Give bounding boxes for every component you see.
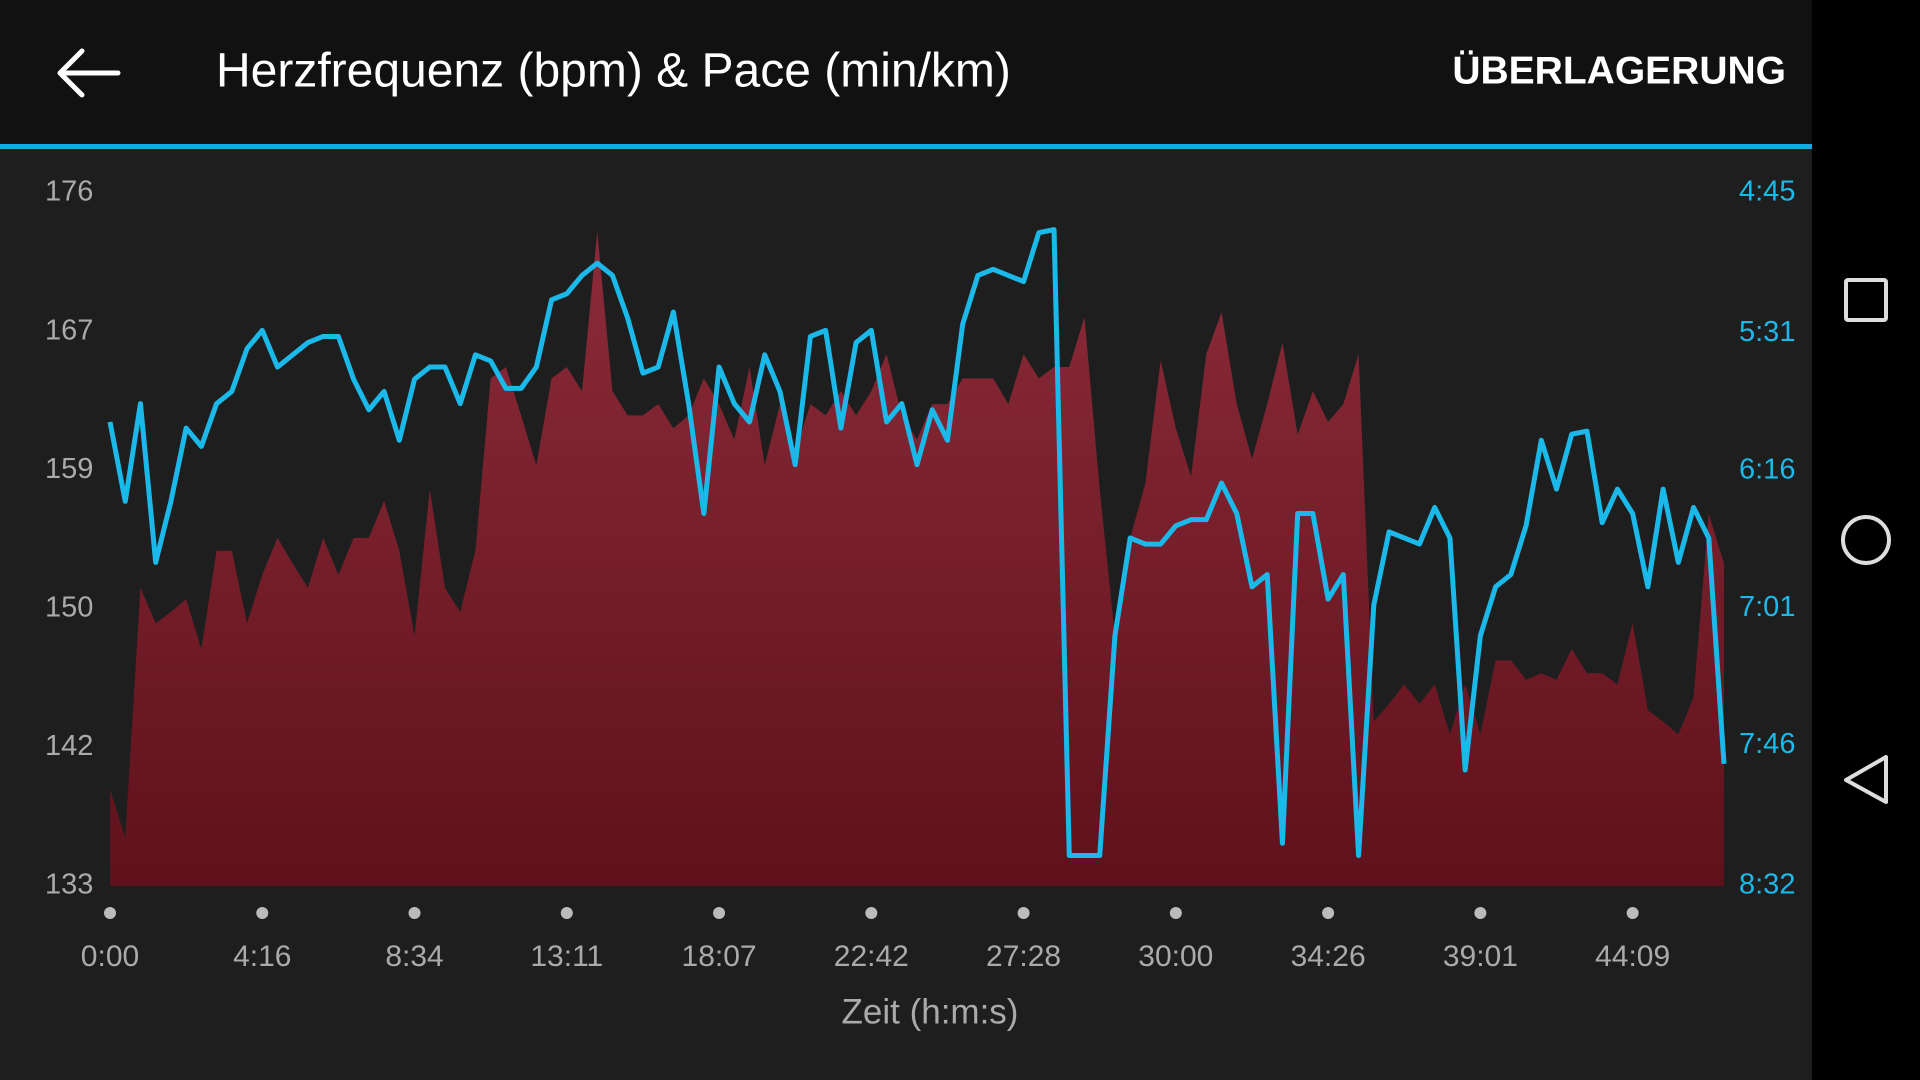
y-tick-label: 150 [45,591,93,623]
x-tick-label: 4:16 [233,940,291,973]
y2-tick-label: 8:32 [1739,869,1795,901]
x-tick-label: 30:00 [1138,940,1213,973]
pace-line [107,227,1727,858]
back-nav-button[interactable] [1844,755,1888,804]
y2-tick-label: 7:46 [1739,728,1795,760]
x-tick-dot [256,907,269,919]
y-tick-label: 176 [45,176,93,208]
x-tick-dot [713,907,726,919]
app-bar-accent [0,144,1812,149]
x-tick-label: 39:01 [1443,940,1518,973]
x-tick-label: 13:11 [530,940,603,973]
x-tick-dot [560,907,573,919]
overlay-button[interactable]: ÜBERLAGERUNG [1452,49,1786,92]
x-tick-dot [865,907,878,919]
x-tick-label: 34:26 [1291,940,1366,973]
heart-rate-area [110,231,1724,886]
x-tick-label: 44:09 [1595,940,1670,973]
home-button[interactable] [1841,515,1891,565]
x-tick-dot [1017,907,1030,919]
y2-tick-label: 5:31 [1739,316,1795,348]
back-button[interactable] [57,48,121,98]
app-bar [0,0,1812,144]
y2-tick-label: 4:45 [1739,176,1795,208]
x-tick-label: 8:34 [385,940,443,973]
x-tick-label: 18:07 [682,940,757,973]
x-tick-dot [1626,907,1639,919]
nav-bar [1812,0,1920,1080]
y2-tick-label: 7:01 [1739,591,1795,623]
x-tick-dot [104,907,116,919]
screen-title: Herzfrequenz (bpm) & Pace (min/km) [216,45,1011,98]
y2-tick-label: 6:16 [1739,453,1795,485]
x-tick-dot [408,907,421,919]
y-tick-label: 159 [45,453,93,485]
y-tick-label: 142 [45,730,93,762]
recents-button[interactable] [1844,278,1888,322]
x-tick-dot [1322,907,1335,919]
x-tick-label: 22:42 [834,940,909,973]
x-tick-label: 0:00 [81,940,139,973]
y-tick-label: 167 [45,314,93,346]
x-tick-dot [1474,907,1487,919]
y-tick-label: 133 [45,869,93,901]
x-tick-label: 27:28 [986,940,1061,973]
x-tick-dot [1169,907,1182,919]
x-axis-label: Zeit (h:m:s) [842,992,1019,1031]
